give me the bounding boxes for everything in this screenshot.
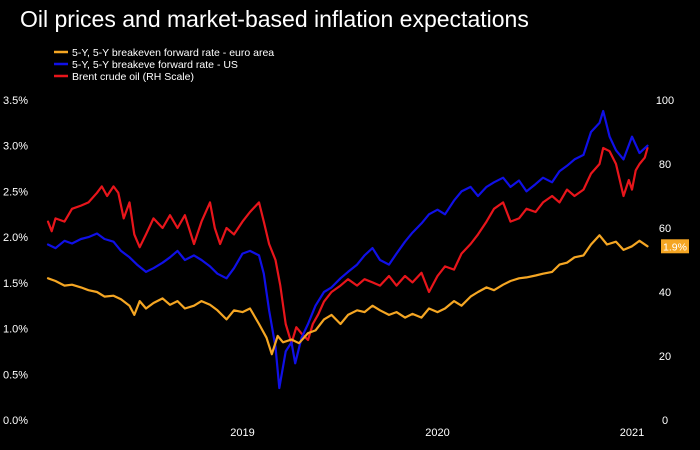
left-tick-label: 1.0% bbox=[3, 324, 28, 336]
right-tick-label: 40 bbox=[659, 287, 671, 299]
end-label: 1.9% bbox=[663, 241, 687, 253]
series-line bbox=[46, 234, 649, 356]
legend: 5-Y, 5-Y breakeven forward rate - euro a… bbox=[54, 47, 274, 83]
right-tick-label: 60 bbox=[659, 223, 671, 235]
series-layer bbox=[46, 109, 649, 390]
x-tick-label: 2021 bbox=[620, 427, 644, 439]
end-label-group: 1.9% bbox=[661, 239, 689, 254]
legend-label: Brent crude oil (RH Scale) bbox=[72, 71, 194, 83]
left-tick-label: 0.5% bbox=[3, 369, 28, 381]
x-axis: 2019 2020 2021 bbox=[230, 427, 644, 439]
left-tick-label: 1.5% bbox=[3, 278, 28, 290]
left-axis: 0.0% 0.5% 1.0% 1.5% 2.0% 2.5% 3.0% 3.5% bbox=[3, 95, 28, 427]
left-tick-label: 2.5% bbox=[3, 186, 28, 198]
left-tick-label: 3.5% bbox=[3, 95, 28, 107]
legend-label: 5-Y, 5-Y breakeve forward rate - US bbox=[72, 59, 238, 71]
right-tick-label: 0 bbox=[662, 415, 668, 427]
right-axis: 0 20 40 60 80 100 bbox=[656, 95, 674, 427]
right-tick-label: 80 bbox=[659, 159, 671, 171]
left-tick-label: 0.0% bbox=[3, 415, 28, 427]
right-tick-label: 20 bbox=[659, 351, 671, 363]
right-tick-label: 100 bbox=[656, 95, 674, 107]
end-label-box bbox=[661, 239, 689, 254]
left-tick-label: 3.0% bbox=[3, 141, 28, 153]
x-tick-label: 2020 bbox=[425, 427, 449, 439]
x-tick-label: 2019 bbox=[230, 427, 254, 439]
chart-title: Oil prices and market-based inflation ex… bbox=[20, 6, 529, 32]
series-line bbox=[46, 146, 649, 345]
series-line bbox=[46, 109, 649, 390]
left-tick-label: 2.0% bbox=[3, 232, 28, 244]
legend-label: 5-Y, 5-Y breakeven forward rate - euro a… bbox=[72, 47, 274, 59]
